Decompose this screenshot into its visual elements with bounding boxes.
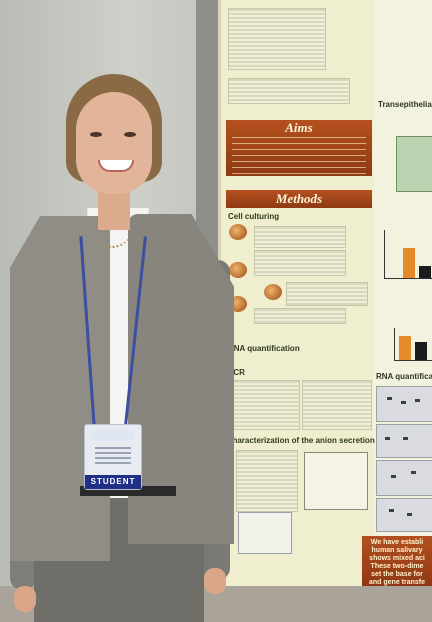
ussing-chamber-diagram bbox=[304, 452, 368, 510]
anion-secretion-heading: characterization of the anion secretion bbox=[228, 436, 375, 445]
bar-mark bbox=[419, 266, 431, 278]
poster-text-block bbox=[228, 8, 326, 70]
current-trace-plot bbox=[238, 512, 292, 554]
right-hand bbox=[204, 568, 226, 594]
gel-image bbox=[376, 498, 432, 532]
bar-mark bbox=[415, 342, 427, 360]
culture-step-image bbox=[229, 262, 247, 278]
culture-step-text bbox=[254, 226, 346, 248]
culture-step-image bbox=[229, 224, 247, 240]
pcr-table bbox=[228, 380, 300, 430]
pcr-table bbox=[302, 380, 372, 430]
left-eye bbox=[90, 132, 102, 137]
gel-image bbox=[376, 460, 432, 496]
blazer-left bbox=[10, 216, 110, 561]
badge-name-lines bbox=[95, 447, 131, 465]
pcr-heading: PCR bbox=[228, 368, 245, 377]
conclusion-box: We have establi human salivary shows mix… bbox=[362, 536, 432, 594]
methods-banner: Methods bbox=[226, 190, 372, 208]
culture-step-text bbox=[286, 282, 368, 306]
face bbox=[76, 92, 152, 194]
belt bbox=[80, 486, 176, 496]
rna-quantification-right-heading: RNA quantificatio bbox=[376, 372, 432, 381]
transepithelial-heading: Transepithelial bbox=[378, 100, 432, 109]
culture-step-image bbox=[264, 284, 282, 300]
culture-step-text bbox=[254, 308, 346, 324]
bar-mark bbox=[399, 336, 411, 360]
aims-list bbox=[232, 137, 366, 175]
bar-chart-figure bbox=[384, 230, 432, 279]
bar-mark bbox=[403, 248, 415, 278]
aims-title: Aims bbox=[285, 120, 313, 135]
badge-student-label: STUDENT bbox=[85, 475, 141, 489]
left-hand bbox=[14, 586, 36, 612]
right-eye bbox=[124, 132, 136, 137]
rna-quantification-heading: RNA quantification bbox=[228, 344, 300, 353]
poster-text-block bbox=[228, 78, 350, 104]
name-badge: STUDENT bbox=[84, 424, 142, 490]
methods-title: Methods bbox=[275, 191, 323, 206]
cell-culturing-heading: Cell culturing bbox=[228, 212, 280, 221]
gel-image bbox=[376, 424, 432, 458]
aims-banner: Aims bbox=[226, 120, 372, 176]
bar-chart-figure bbox=[394, 328, 432, 361]
anion-text-block bbox=[236, 450, 298, 512]
gel-image bbox=[376, 386, 432, 422]
necklace bbox=[92, 224, 132, 248]
culture-step-text bbox=[254, 250, 346, 276]
transepithelial-diagram bbox=[396, 136, 432, 192]
badge-logo bbox=[91, 429, 135, 441]
